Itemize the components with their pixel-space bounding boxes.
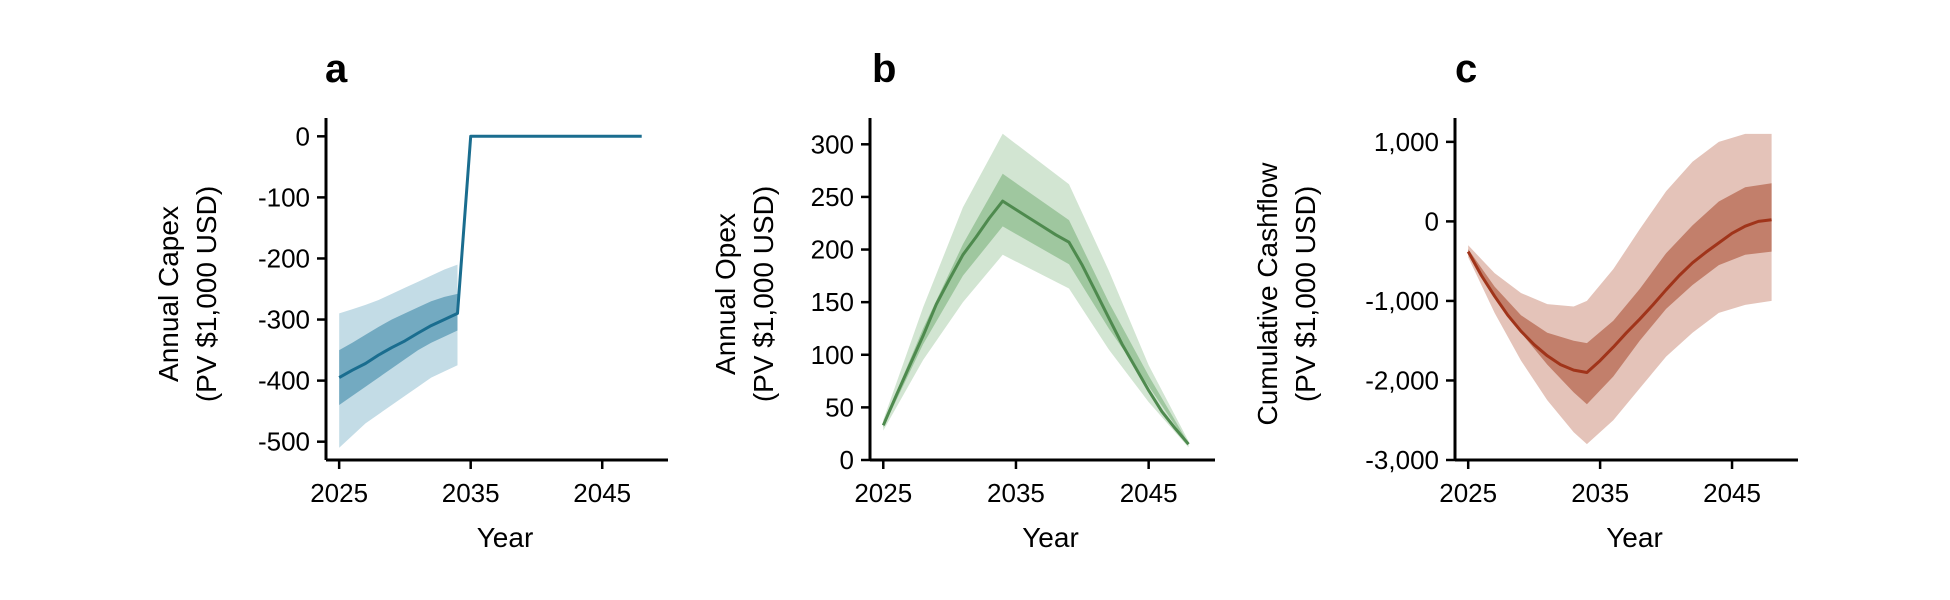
y-tick-label: 150 xyxy=(811,287,854,317)
y-axis-title-line: (PV $1,000 USD) xyxy=(1290,186,1321,402)
y-tick-label: 200 xyxy=(811,235,854,265)
y-tick-label: -2,000 xyxy=(1365,365,1439,395)
y-tick-label: 0 xyxy=(840,445,854,475)
y-tick-label: 250 xyxy=(811,182,854,212)
panel-letter: c xyxy=(1455,47,1477,91)
outer-uncertainty-band xyxy=(1468,133,1772,445)
y-tick-label: 50 xyxy=(825,392,854,422)
inner-uncertainty-band xyxy=(339,293,458,405)
y-tick-label: -500 xyxy=(258,427,310,457)
median-series-line xyxy=(1466,218,1772,374)
y-tick-label: -300 xyxy=(258,305,310,335)
panel-letter: a xyxy=(325,47,348,91)
x-tick-label: 2045 xyxy=(1703,478,1761,508)
y-tick-label: -100 xyxy=(258,182,310,212)
panel-b-opex: b 0 50 100 150 200 250 300 2025 2035 2045 Year Annua… xyxy=(710,47,1215,553)
x-axis-title: Year xyxy=(1606,522,1663,553)
y-tick-label: -3,000 xyxy=(1365,445,1439,475)
y-axis-title-line: Annual Opex xyxy=(710,213,741,375)
x-tick-label: 2045 xyxy=(1120,478,1178,508)
x-axis-title: Year xyxy=(1022,522,1079,553)
y-tick-label: 1,000 xyxy=(1374,127,1439,157)
x-tick-label: 2035 xyxy=(442,478,500,508)
x-tick-label: 2035 xyxy=(987,478,1045,508)
x-tick-label: 2025 xyxy=(310,478,368,508)
y-tick-label: -1,000 xyxy=(1365,286,1439,316)
y-tick-label: 300 xyxy=(811,129,854,159)
inner-uncertainty-band xyxy=(883,173,1189,446)
x-tick-label: 2025 xyxy=(1439,478,1497,508)
y-tick-label: -200 xyxy=(258,243,310,273)
y-tick-label: 0 xyxy=(296,121,310,151)
y-tick-label: 100 xyxy=(811,340,854,370)
outer-uncertainty-band xyxy=(883,133,1189,448)
median-series-line xyxy=(881,199,1190,446)
y-tick-label: -400 xyxy=(258,366,310,396)
panel-letter: b xyxy=(872,47,896,91)
inner-uncertainty-band xyxy=(1468,183,1772,405)
median-series-line xyxy=(338,134,642,379)
y-axis-title-line: Cumulative Cashflow xyxy=(1252,162,1283,426)
y-axis-title-line: (PV $1,000 USD) xyxy=(191,186,222,402)
y-axis-title-line: (PV $1,000 USD) xyxy=(748,186,779,402)
y-axis-title-line: Annual Capex xyxy=(153,206,184,382)
panel-c-cashflow: c -3,000 -2,000 -1,000 0 1,000 2025 2035 2045 Yea… xyxy=(1252,47,1798,553)
x-tick-label: 2045 xyxy=(573,478,631,508)
x-tick-label: 2025 xyxy=(854,478,912,508)
x-tick-label: 2035 xyxy=(1571,478,1629,508)
panel-a-capex: a -500 -400 -300 -200 -100 0 2025 2035 2045 Year An… xyxy=(153,47,668,553)
y-tick-label: 0 xyxy=(1425,206,1439,236)
x-axis-title: Year xyxy=(477,522,534,553)
